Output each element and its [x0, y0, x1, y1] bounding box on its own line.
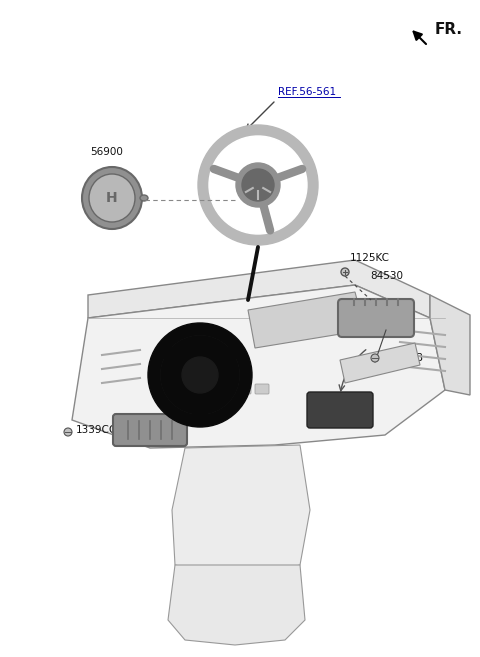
Polygon shape [172, 445, 310, 578]
Polygon shape [168, 565, 305, 645]
Text: REF.56-561: REF.56-561 [278, 87, 336, 97]
Text: 56900: 56900 [90, 147, 123, 157]
FancyBboxPatch shape [237, 384, 251, 394]
FancyBboxPatch shape [338, 299, 414, 337]
Ellipse shape [194, 369, 222, 411]
Ellipse shape [89, 174, 135, 222]
Circle shape [341, 268, 349, 276]
Polygon shape [72, 285, 445, 448]
Text: 1339CC: 1339CC [76, 425, 117, 435]
FancyBboxPatch shape [255, 384, 269, 394]
FancyBboxPatch shape [219, 384, 233, 394]
Polygon shape [430, 295, 470, 395]
Text: 1327CB: 1327CB [383, 353, 424, 363]
Circle shape [371, 354, 379, 362]
Circle shape [198, 125, 318, 245]
Text: 1125KC: 1125KC [350, 253, 390, 263]
Ellipse shape [82, 167, 142, 229]
Circle shape [161, 336, 239, 414]
Circle shape [182, 357, 218, 393]
Text: H: H [106, 191, 118, 205]
FancyBboxPatch shape [113, 414, 187, 446]
Circle shape [148, 323, 252, 427]
Text: 88070: 88070 [154, 385, 187, 395]
Polygon shape [340, 343, 420, 383]
Polygon shape [88, 260, 430, 318]
Circle shape [182, 357, 218, 393]
Polygon shape [248, 292, 365, 348]
Circle shape [236, 163, 280, 207]
Ellipse shape [140, 195, 148, 201]
Circle shape [242, 169, 274, 201]
Circle shape [161, 336, 239, 414]
Text: 84530: 84530 [370, 271, 403, 281]
Text: FR.: FR. [435, 22, 463, 37]
Circle shape [209, 136, 307, 234]
Circle shape [64, 428, 72, 436]
FancyBboxPatch shape [307, 392, 373, 428]
